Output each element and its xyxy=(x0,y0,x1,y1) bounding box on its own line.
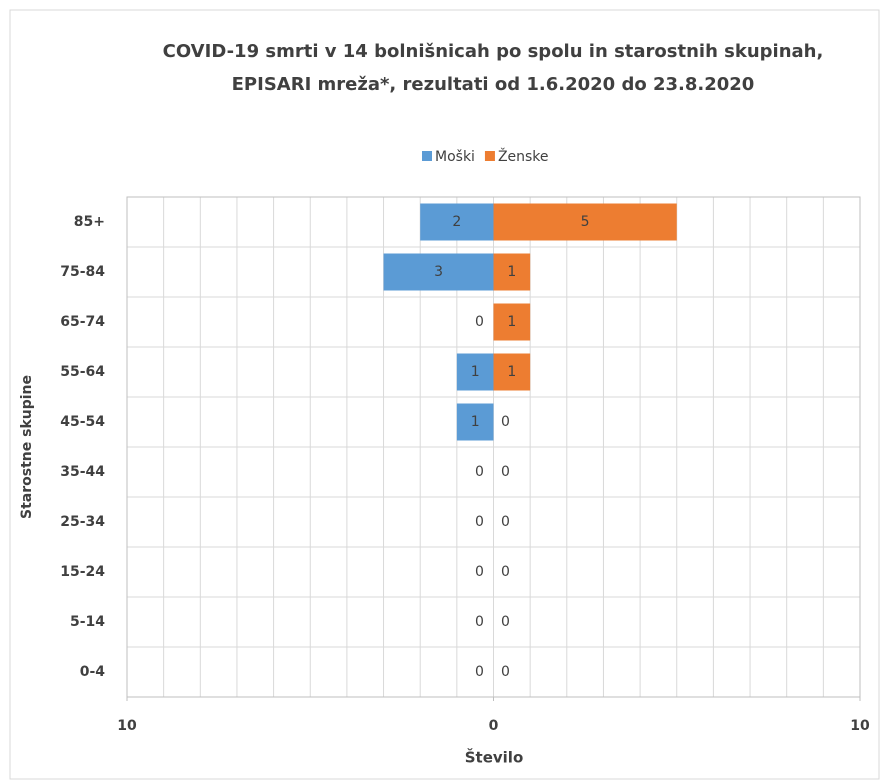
legend-swatch xyxy=(422,151,432,161)
data-label: 0 xyxy=(475,664,484,680)
data-label: 0 xyxy=(475,564,484,580)
y-tick-label: 45-54 xyxy=(60,414,105,430)
chart-title: EPISARI mreža*, rezultati od 1.6.2020 do… xyxy=(232,74,755,95)
bar xyxy=(420,203,494,241)
y-axis-label: Starostne skupine xyxy=(19,375,35,519)
x-axis-label: Število xyxy=(465,748,524,767)
bar xyxy=(493,303,531,341)
y-tick-label: 35-44 xyxy=(60,464,105,480)
legend-label: Moški xyxy=(435,149,475,165)
bar xyxy=(493,353,531,391)
data-label: 0 xyxy=(475,614,484,630)
y-tick-label: 0-4 xyxy=(80,664,106,680)
chart-title: COVID-19 smrti v 14 bolnišnicah po spolu… xyxy=(163,41,824,62)
x-tick-label: 10 xyxy=(850,718,870,734)
y-tick-label: 5-14 xyxy=(70,614,105,630)
data-label: 0 xyxy=(501,564,510,580)
x-tick-label: 10 xyxy=(117,718,137,734)
data-label: 5 xyxy=(581,214,590,230)
x-tick-label: 0 xyxy=(489,718,499,734)
bar xyxy=(493,203,677,241)
data-label: 1 xyxy=(507,314,516,330)
bar xyxy=(456,403,494,441)
data-label: 1 xyxy=(471,364,480,380)
data-label: 0 xyxy=(501,664,510,680)
legend-label: Ženske xyxy=(498,147,549,165)
y-tick-label: 55-64 xyxy=(60,364,105,380)
data-label: 0 xyxy=(475,464,484,480)
data-label: 3 xyxy=(434,264,443,280)
y-tick-label: 75-84 xyxy=(60,264,105,280)
bar xyxy=(456,353,494,391)
y-tick-label: 25-34 xyxy=(60,514,105,530)
data-label: 2 xyxy=(452,214,461,230)
data-label: 1 xyxy=(471,414,480,430)
y-tick-label: 85+ xyxy=(74,214,105,230)
data-label: 0 xyxy=(475,314,484,330)
y-tick-label: 15-24 xyxy=(60,564,105,580)
bar xyxy=(383,253,494,291)
bar xyxy=(493,253,531,291)
data-label: 0 xyxy=(501,464,510,480)
data-label: 1 xyxy=(507,264,516,280)
data-label: 0 xyxy=(501,414,510,430)
y-tick-label: 65-74 xyxy=(60,314,105,330)
legend-swatch xyxy=(484,151,495,161)
data-label: 0 xyxy=(501,614,510,630)
data-label: 1 xyxy=(507,364,516,380)
data-label: 0 xyxy=(501,514,510,530)
chart-border xyxy=(9,9,880,780)
data-label: 0 xyxy=(475,514,484,530)
